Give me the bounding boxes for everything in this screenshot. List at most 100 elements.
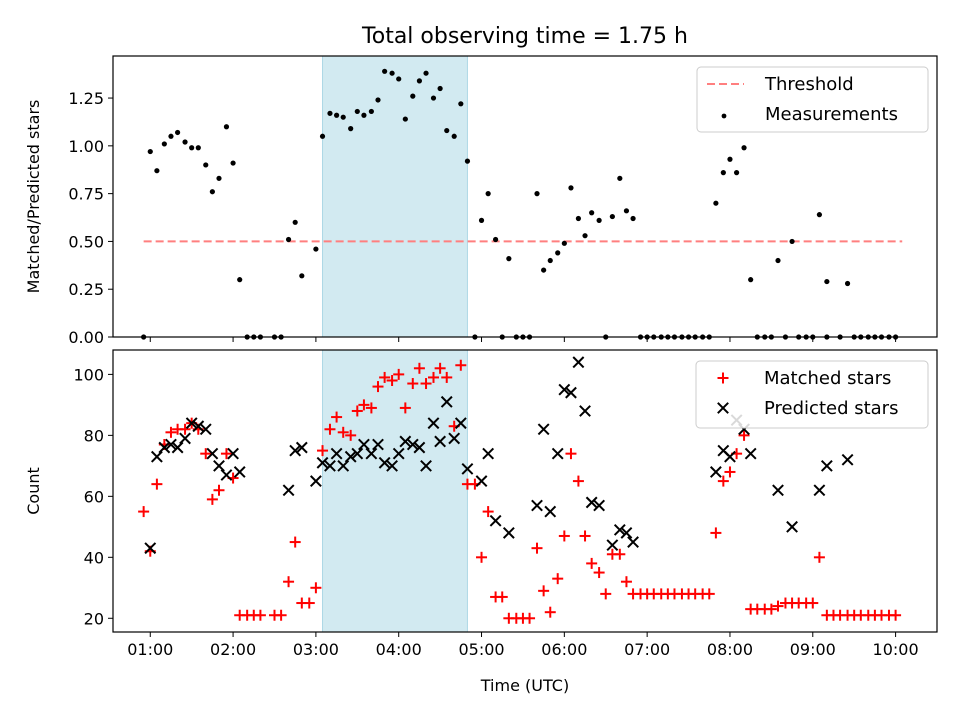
data-point — [617, 175, 623, 181]
data-point — [330, 447, 343, 460]
data-point — [547, 257, 553, 264]
legend: Matched stars Predicted stars — [695, 360, 929, 429]
data-point — [454, 417, 467, 430]
data-point-b — [324, 459, 336, 472]
data-point-b — [165, 438, 177, 451]
data-point-b — [171, 441, 184, 454]
data-point — [765, 603, 777, 615]
data-point — [220, 469, 233, 481]
data-point — [345, 429, 357, 441]
data-point-b — [337, 459, 350, 472]
data-point — [744, 447, 757, 460]
data-point — [841, 453, 854, 466]
data-point-b — [627, 536, 639, 548]
data-point-b — [392, 447, 405, 460]
data-point-b — [579, 405, 591, 417]
data-point — [413, 362, 425, 374]
data-point — [351, 405, 363, 417]
data-point-b — [613, 523, 626, 536]
data-point — [606, 539, 619, 552]
data-point — [476, 551, 488, 563]
observing-window-span — [322, 55, 468, 338]
data-point — [399, 402, 411, 414]
legend-label: Threshold — [764, 74, 854, 95]
data-point — [485, 191, 491, 197]
data-point — [174, 129, 181, 136]
data-point — [720, 170, 726, 176]
observing-window-span — [322, 349, 468, 633]
x-tick-label: 08:00 — [707, 640, 753, 659]
data-point-b — [365, 447, 378, 460]
x-tick-label: 04:00 — [376, 640, 422, 659]
data-point — [179, 423, 191, 435]
data-point — [386, 459, 398, 472]
data-point — [303, 597, 315, 609]
data-point — [389, 70, 395, 76]
data-point — [609, 213, 615, 220]
data-point — [489, 514, 502, 527]
legend-marker-swatch-b — [717, 402, 729, 414]
data-point — [440, 395, 453, 408]
data-point — [206, 447, 219, 460]
data-point-b — [606, 539, 619, 552]
x-tick-label: 05:00 — [458, 640, 504, 659]
data-point-b — [309, 475, 322, 487]
data-point — [379, 371, 391, 383]
data-point-b — [717, 444, 730, 457]
y-axis-title: Matched/Predicted stars — [24, 100, 43, 294]
data-point — [630, 215, 636, 222]
data-point-b — [475, 475, 488, 487]
data-point — [596, 217, 602, 223]
data-point — [748, 277, 754, 283]
data-point — [586, 557, 598, 569]
x-tick-label: 09:00 — [790, 640, 836, 659]
plot-frame — [112, 349, 938, 633]
data-point — [151, 478, 163, 490]
data-point — [285, 236, 292, 243]
data-point — [786, 520, 798, 533]
data-point — [816, 212, 823, 218]
data-point-b — [295, 441, 308, 454]
data-point-b — [434, 435, 447, 448]
data-point — [358, 399, 370, 411]
data-point-b — [820, 459, 833, 472]
data-point — [455, 359, 467, 371]
data-point-b — [330, 447, 343, 460]
data-point — [337, 459, 350, 472]
data-point — [441, 371, 453, 383]
data-point — [478, 217, 485, 223]
bottom-panel-counts: 20 40 60 80 100 01:00 02:00 03:00 04:00 05:00 06:0… — [24, 349, 938, 695]
data-point — [531, 542, 543, 554]
data-point — [709, 466, 722, 478]
data-point — [233, 466, 246, 478]
data-point-b — [150, 450, 163, 463]
data-point — [168, 133, 174, 139]
data-point-b — [558, 383, 571, 396]
x-tick-label: 06:00 — [541, 640, 587, 659]
data-point — [230, 160, 236, 166]
x-axis-title: Time (UTC) — [480, 676, 569, 695]
data-point — [254, 609, 266, 621]
data-point — [324, 459, 336, 472]
y-tick-label: 60 — [84, 487, 104, 506]
data-point — [502, 527, 515, 539]
data-point — [589, 210, 595, 216]
data-point — [365, 402, 377, 414]
data-point — [713, 200, 719, 206]
data-point — [295, 441, 308, 454]
data-point — [482, 447, 495, 460]
y-tick-label: 40 — [84, 548, 104, 567]
x-tick-label: 02:00 — [210, 640, 256, 659]
legend-marker-swatch — [717, 372, 729, 384]
data-point — [144, 542, 157, 555]
data-point — [213, 484, 225, 496]
legend-label: Measurements — [765, 104, 898, 125]
data-point — [741, 145, 747, 151]
legend-marker-swatch — [717, 402, 729, 414]
data-point-b — [185, 417, 198, 430]
data-point — [275, 609, 287, 621]
y-tick-label: 20 — [84, 609, 104, 628]
data-point-b — [531, 499, 543, 512]
data-point-b — [709, 466, 722, 478]
data-point-b — [565, 386, 577, 399]
